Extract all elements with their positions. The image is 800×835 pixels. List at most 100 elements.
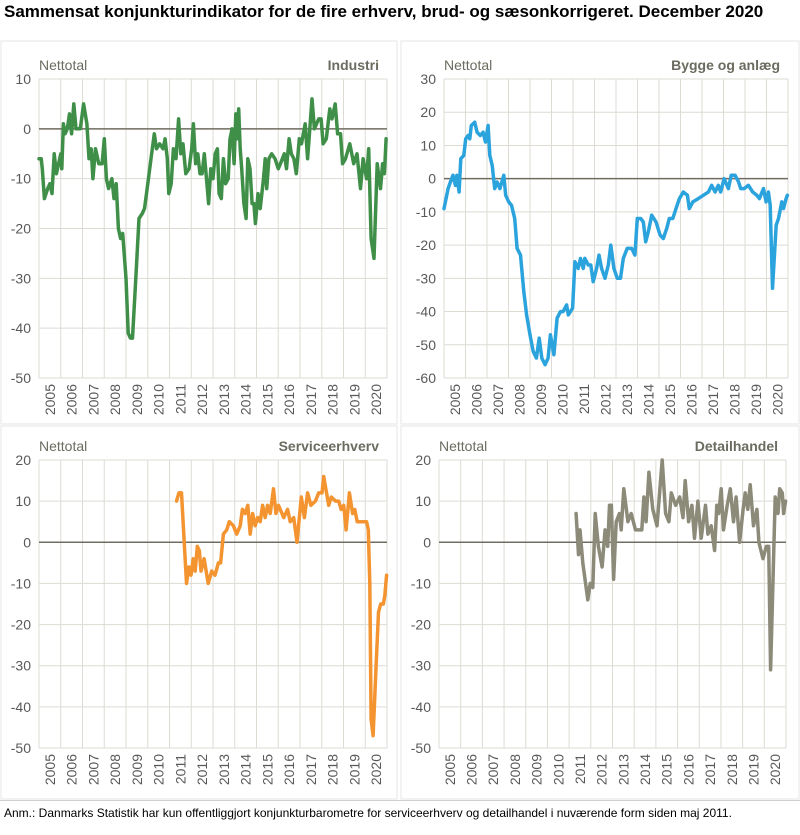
data-point [177,117,180,121]
data-point [597,253,601,257]
data-point [507,200,510,204]
data-point [41,167,44,170]
data-point [355,152,359,155]
data-point [365,520,368,523]
data-point [755,508,759,511]
data-point [466,134,470,137]
data-point [619,277,622,280]
data-point [79,127,82,131]
data-point [224,182,227,185]
data-point [561,310,565,313]
x-tick-label: 2015 [662,384,678,415]
data-point [449,180,452,184]
data-point [264,157,267,160]
data-point [74,127,78,131]
data-point [228,520,231,523]
x-tick-label: 2017 [303,754,319,785]
data-point [593,512,597,515]
x-tick-label: 2014 [640,384,656,415]
data-point [266,504,269,507]
data-point [715,504,719,507]
data-point [479,134,482,137]
data-point [371,734,375,737]
data-point [515,247,519,250]
x-tick-label: 2020 [368,754,384,785]
x-tick-label: 2010 [554,384,570,415]
data-point [342,504,345,507]
data-point [246,157,249,160]
y-axis-label: Nettotal [39,438,87,454]
x-tick-label: 2005 [42,384,58,415]
data-point [155,147,158,150]
data-point [576,267,580,270]
data-point [220,197,223,200]
data-point [254,222,257,225]
data-point [330,495,333,499]
data-point [336,132,339,136]
panel-title: Industri [328,57,379,73]
y-tick-label: 0 [23,121,31,137]
data-point [713,190,717,194]
data-point [535,356,538,360]
data-point [306,157,309,160]
data-point [143,207,146,210]
data-point [328,107,331,111]
y-tick-label: -50 [11,370,31,386]
data-point [202,557,206,560]
data-point [757,541,761,544]
data-point [217,192,221,195]
data-point [722,177,726,180]
data-point [777,217,780,220]
data-point [764,200,768,204]
data-point [119,237,122,240]
data-point [573,260,577,263]
data-point [381,162,384,165]
x-tick-label: 2020 [769,384,785,415]
x-tick-label: 2009 [529,754,545,785]
data-point [630,247,633,250]
data-point [744,491,747,495]
data-point [567,313,570,317]
data-point [256,516,259,519]
data-point [107,187,110,190]
data-point [149,157,153,160]
data-point [690,504,694,507]
data-point [317,117,320,121]
y-tick-label: -20 [416,237,436,253]
data-point [780,200,783,204]
data-point [706,532,710,536]
data-point [771,287,774,290]
x-tick-label: 2017 [705,384,721,415]
data-point [571,307,574,310]
x-tick-label: 2019 [745,754,761,785]
data-point [683,479,687,482]
data-point [261,504,264,507]
data-point [738,541,741,544]
data-point [264,516,267,519]
series-line [442,120,790,367]
data-point [267,157,271,160]
data-point [549,333,552,337]
data-point [207,202,210,205]
x-tick-label: 2019 [346,754,362,785]
data-point [359,187,362,190]
data-point [196,545,199,548]
data-point [691,200,694,204]
data-point [210,569,213,573]
x-tick-label: 2009 [129,384,145,415]
data-point [681,516,685,519]
x-tick-label: 2017 [303,384,319,415]
data-point [241,508,244,511]
data-point [565,303,568,307]
data-point [274,512,278,515]
data-point [367,528,370,532]
data-point [498,187,502,190]
data-point [129,336,132,340]
data-point [773,495,777,499]
data-point [774,223,778,227]
data-point [300,142,303,145]
data-point [634,528,637,532]
data-point [179,152,183,155]
